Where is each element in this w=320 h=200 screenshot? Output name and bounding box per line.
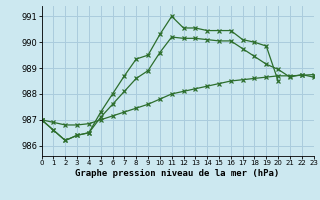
X-axis label: Graphe pression niveau de la mer (hPa): Graphe pression niveau de la mer (hPa): [76, 169, 280, 178]
